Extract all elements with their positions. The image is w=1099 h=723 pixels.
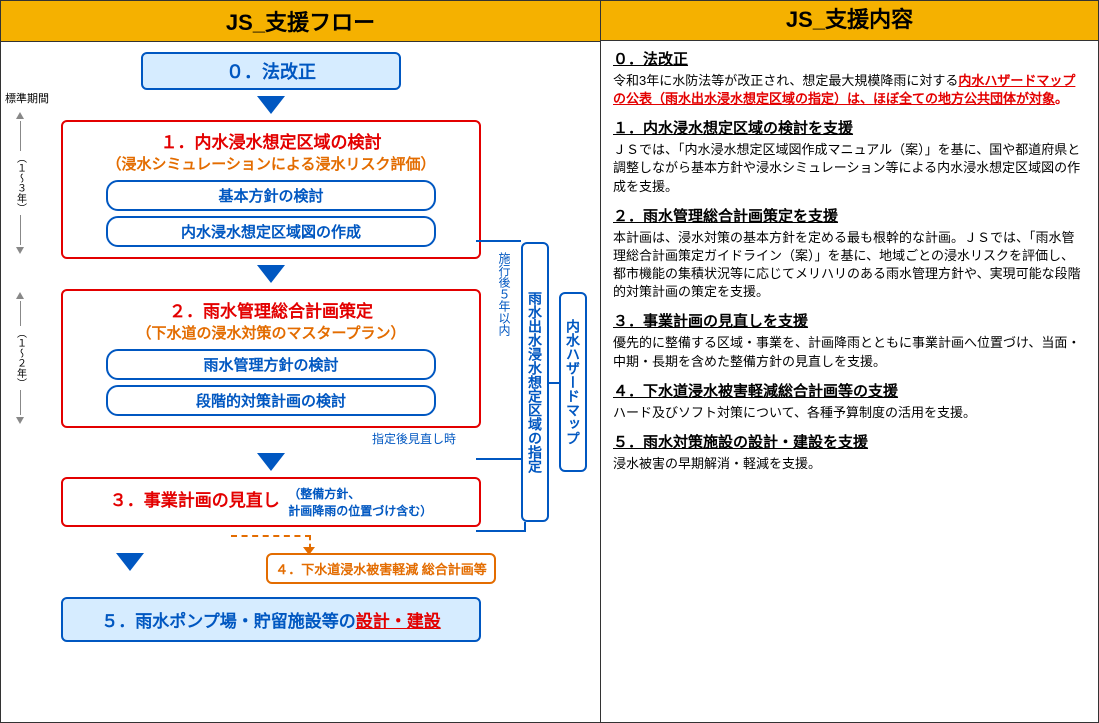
r-sec-4: ４．下水道浸水被害軽減総合計画等の支援 ハード及びソフト対策について、各種予算制… bbox=[613, 381, 1086, 422]
r2-h: ２．雨水管理総合計画策定を支援 bbox=[613, 206, 1086, 227]
timeline-2-text: （１～２年） bbox=[13, 328, 28, 388]
r0-c: 。 bbox=[1055, 91, 1068, 106]
conn-1 bbox=[476, 240, 521, 242]
r4-h: ４．下水道浸水被害軽減総合計画等の支援 bbox=[613, 381, 1086, 402]
conn-4b bbox=[524, 522, 526, 532]
r-sec-1: １．内水浸水想定区域の検討を支援 ＪＳでは、「内水浸水想定区域図作成マニュアル（… bbox=[613, 118, 1086, 196]
r3-p: 優先的に整備する区域・事業を、計画降雨とともに事業計画へ位置づけ、当面・中期・長… bbox=[613, 334, 1086, 370]
r0-a: 令和3年に水防法等が改正され、想定最大規模降雨に対する bbox=[613, 73, 958, 88]
left-header: JS_支援フロー bbox=[1, 1, 600, 42]
r3-h: ３．事業計画の見直しを支援 bbox=[613, 311, 1086, 332]
vertical-note: 施行後５年以内 bbox=[496, 252, 513, 336]
arrow-3-5 bbox=[116, 553, 144, 571]
sec2-title: ２．雨水管理総合計画策定 bbox=[73, 297, 469, 322]
r5-p: 浸水被害の早期解消・軽減を支援。 bbox=[613, 455, 1086, 473]
left-body: 標準期間 （１～３年） （１～２年） ０．法改正 １．内水浸水想定区域の検討 bbox=[1, 42, 600, 722]
conn-2 bbox=[476, 458, 521, 460]
r0-h: ０．法改正 bbox=[613, 49, 1086, 70]
right-column: JS_支援内容 ０．法改正 令和3年に水防法等が改正され、想定最大規模降雨に対す… bbox=[601, 1, 1098, 722]
r0-p: 令和3年に水防法等が改正され、想定最大規模降雨に対する内水ハザードマップの公表（… bbox=[613, 72, 1086, 108]
box-0: ０．法改正 bbox=[141, 52, 401, 90]
section-3: ３．事業計画の見直し （整備方針、 計画降雨の位置づけ含む） bbox=[61, 477, 481, 527]
sec1-pill2: 内水浸水想定区域図の作成 bbox=[106, 216, 436, 247]
r2-p: 本計画は、浸水対策の基本方針を定める最も根幹的な計画。ＪＳでは、「雨水管理総合計… bbox=[613, 229, 1086, 302]
sec2-pill2: 段階的対策計画の検討 bbox=[106, 385, 436, 416]
r1-p: ＪＳでは、「内水浸水想定区域図作成マニュアル（案）」を基に、国や都道府県と調整し… bbox=[613, 141, 1086, 196]
section-4: ４．下水道浸水被害軽減 総合計画等 bbox=[266, 553, 496, 584]
sec3-note: （整備方針、 計画降雨の位置づけ含む） bbox=[288, 485, 432, 519]
sec2-pill1: 雨水管理方針の検討 bbox=[106, 349, 436, 380]
timeline-1-text: （１～３年） bbox=[13, 153, 28, 213]
flow-area: ０．法改正 １．内水浸水想定区域の検討 （浸水シミュレーションによる浸水リスク評… bbox=[56, 52, 486, 642]
timeline-1: （１～３年） bbox=[11, 112, 29, 254]
r-sec-5: ５．雨水対策施設の設計・建設を支援 浸水被害の早期解消・軽減を支援。 bbox=[613, 432, 1086, 473]
r-sec-2: ２．雨水管理総合計画策定を支援 本計画は、浸水対策の基本方針を定める最も根幹的な… bbox=[613, 206, 1086, 302]
sec1-sub: （浸水シミュレーションによる浸水リスク評価） bbox=[73, 153, 469, 174]
vbox-2: 内水ハザードマップ bbox=[559, 292, 587, 472]
r1-h: １．内水浸水想定区域の検討を支援 bbox=[613, 118, 1086, 139]
sec3-main: ３．事業計画の見直し bbox=[110, 491, 280, 510]
section-5: ５．雨水ポンプ場・貯留施設等の設計・建設 bbox=[61, 597, 481, 642]
vbox-1: 雨水出水浸水想定区域の指定 bbox=[521, 242, 549, 522]
main-container: JS_支援フロー 標準期間 （１～３年） （１～２年） ０．法改正 bbox=[0, 0, 1099, 723]
sec1-pill1: 基本方針の検討 bbox=[106, 180, 436, 211]
conn-3 bbox=[549, 382, 559, 384]
section-2: ２．雨水管理総合計画策定 （下水道の浸水対策のマスタープラン） 雨水管理方針の検… bbox=[61, 289, 481, 428]
timeline-2: （１～２年） bbox=[11, 292, 29, 424]
dash-3-4 bbox=[231, 535, 311, 537]
left-column: JS_支援フロー 標準期間 （１～３年） （１～２年） ０．法改正 bbox=[1, 1, 601, 722]
timeline-label: 標準期間 bbox=[5, 90, 49, 106]
r5-h: ５．雨水対策施設の設計・建設を支援 bbox=[613, 432, 1086, 453]
sec2-sub: （下水道の浸水対策のマスタープラン） bbox=[73, 322, 469, 343]
sec5-pre: ５．雨水ポンプ場・貯留施設等の bbox=[101, 612, 356, 631]
sec5-red: 設計・建設 bbox=[356, 612, 441, 631]
arrow-0-1 bbox=[257, 96, 285, 114]
right-header: JS_支援内容 bbox=[601, 1, 1098, 41]
note-after-2: 指定後見直し時 bbox=[56, 430, 486, 447]
conn-4 bbox=[476, 530, 526, 532]
r-sec-0: ０．法改正 令和3年に水防法等が改正され、想定最大規模降雨に対する内水ハザードマ… bbox=[613, 49, 1086, 108]
section-1: １．内水浸水想定区域の検討 （浸水シミュレーションによる浸水リスク評価） 基本方… bbox=[61, 120, 481, 259]
arrow-1-2 bbox=[257, 265, 285, 283]
r-sec-3: ３．事業計画の見直しを支援 優先的に整備する区域・事業を、計画降雨とともに事業計… bbox=[613, 311, 1086, 370]
arrow-2-3 bbox=[257, 453, 285, 471]
r4-p: ハード及びソフト対策について、各種予算制度の活用を支援。 bbox=[613, 404, 1086, 422]
sec1-title: １．内水浸水想定区域の検討 bbox=[73, 128, 469, 153]
